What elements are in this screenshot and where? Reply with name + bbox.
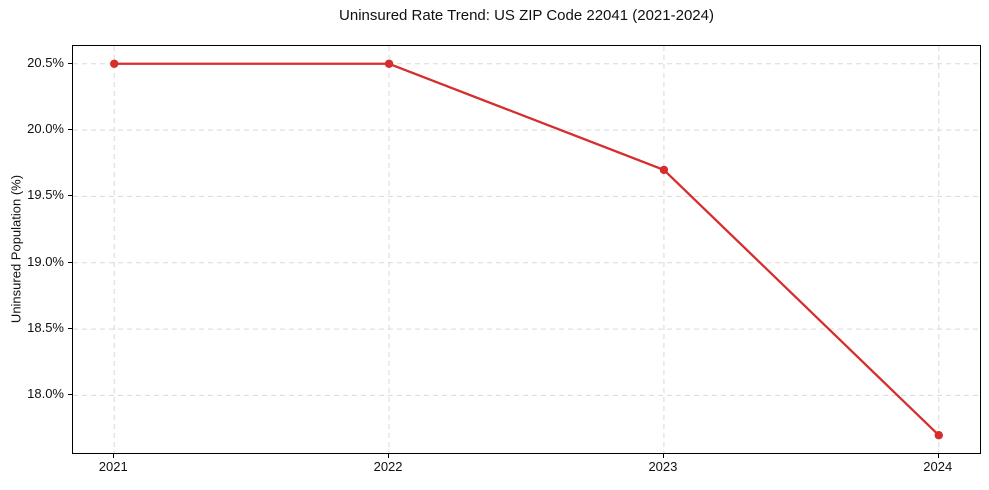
- x-tick-mark: [937, 454, 939, 458]
- plot-area: [72, 45, 981, 454]
- y-tick-label: 20.5%: [27, 54, 64, 70]
- y-tick-label: 19.0%: [27, 253, 64, 269]
- data-point: [110, 59, 119, 68]
- x-tick-mark: [113, 454, 115, 458]
- data-line: [113, 62, 940, 437]
- x-tick-label: 2022: [373, 459, 403, 474]
- y-tick-label: 18.0%: [27, 386, 64, 402]
- y-tick-mark: [68, 328, 72, 330]
- x-tick-mark: [388, 454, 390, 458]
- y-tick-mark: [68, 62, 72, 64]
- y-tick-mark: [68, 129, 72, 131]
- y-tick-label: 18.5%: [27, 320, 64, 336]
- data-point: [934, 431, 943, 440]
- y-tick-mark: [68, 195, 72, 197]
- y-tick-mark: [68, 394, 72, 396]
- x-tick-label: 2021: [98, 459, 128, 474]
- plot-canvas: [73, 46, 980, 453]
- chart-title: Uninsured Rate Trend: US ZIP Code 22041 …: [339, 7, 714, 24]
- x-tick-label: 2023: [648, 459, 678, 474]
- y-tick-label: 19.5%: [27, 187, 64, 203]
- data-point: [659, 165, 669, 175]
- y-tick-label: 20.0%: [27, 121, 64, 137]
- data-point: [384, 59, 394, 68]
- x-tick-label: 2024: [923, 459, 953, 474]
- y-tick-mark: [68, 261, 72, 263]
- x-tick-mark: [662, 454, 664, 458]
